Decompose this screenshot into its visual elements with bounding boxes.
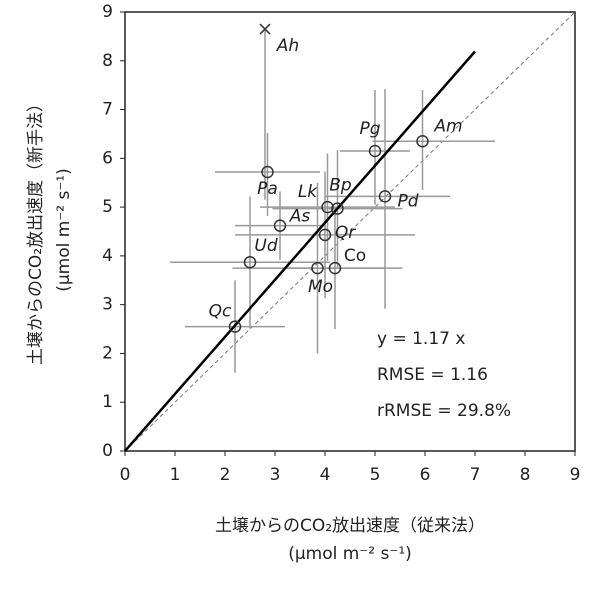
y-tick-label: 4	[102, 246, 113, 266]
point	[273, 219, 287, 232]
point	[328, 261, 342, 275]
point-label: Ah	[276, 36, 299, 56]
x-tick-label: 7	[470, 465, 481, 485]
y-tick-label: 0	[102, 441, 113, 461]
point	[243, 255, 257, 269]
fit-line	[124, 50, 476, 452]
point-label: Qr	[335, 223, 356, 243]
point	[378, 190, 392, 203]
x-tick-label: 3	[270, 465, 281, 485]
point	[259, 23, 271, 35]
point	[321, 200, 334, 214]
y-tick-label: 2	[102, 343, 113, 363]
y-tick-label: 5	[102, 197, 113, 217]
plot-frame	[124, 11, 576, 452]
y-tick-label: 6	[102, 148, 113, 168]
y-tick-label: 7	[102, 100, 113, 120]
x-axis-label: 土壌からのCO₂放出速度（従来法）	[215, 516, 485, 536]
annotation: RMSE = 1.16	[377, 365, 488, 385]
x-tick-label: 9	[570, 465, 581, 485]
x-tick-label: 0	[120, 465, 131, 485]
y-tick-label: 1	[102, 392, 113, 412]
point-label: As	[289, 207, 311, 227]
y-tick-label: 8	[102, 51, 113, 71]
point	[318, 228, 332, 242]
x-tick-label: 5	[370, 465, 381, 485]
x-axis-unit: (μmol m⁻² s⁻¹)	[288, 544, 412, 564]
x-tick-label: 6	[420, 465, 431, 485]
point-label: Co	[344, 246, 366, 266]
point	[416, 135, 429, 148]
point-label: Pd	[397, 191, 418, 211]
y-axis-label: 土壌からのCO₂放出速度（新手法）	[26, 95, 46, 365]
point	[368, 144, 382, 158]
point	[261, 165, 274, 179]
y-tick-label: 3	[102, 295, 113, 315]
y-axis-unit: (μmol m⁻² s⁻¹)	[54, 168, 74, 292]
annotation: rRMSE = 29.8%	[377, 401, 511, 421]
x-tick-label: 8	[520, 465, 531, 485]
x-tick-label: 2	[220, 465, 231, 485]
x-tick-label: 4	[320, 465, 331, 485]
point-label: Bp	[329, 176, 352, 196]
y-tick-label: 9	[102, 2, 113, 22]
point	[331, 202, 344, 215]
marker-stroke	[259, 23, 271, 35]
point-label: Am	[433, 116, 462, 136]
point	[228, 320, 242, 333]
point-label: Pa	[257, 179, 278, 199]
point-label: Mo	[308, 277, 333, 297]
point	[311, 261, 324, 275]
point-label: Pg	[359, 119, 380, 139]
point-label: Qc	[209, 302, 232, 322]
point-label: Ud	[254, 236, 277, 256]
annotation: y = 1.17 x	[377, 329, 465, 349]
point-label: Lk	[298, 182, 318, 202]
x-tick-label: 1	[170, 465, 181, 485]
